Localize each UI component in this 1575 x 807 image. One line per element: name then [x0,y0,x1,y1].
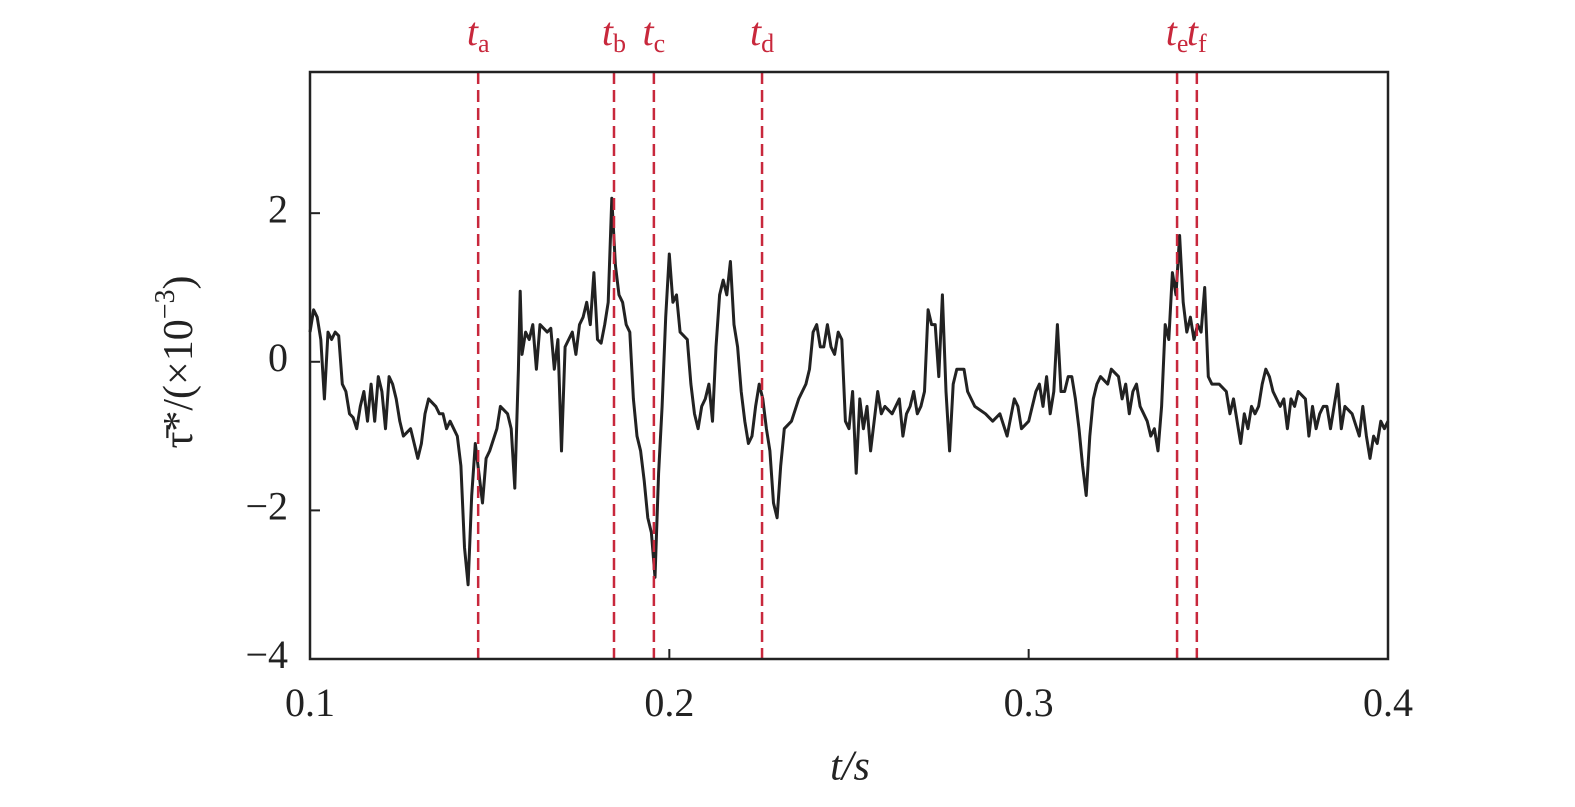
event-label-main: t [1166,9,1178,54]
y-label-exp: −3 [150,289,181,319]
event-label-main: t [643,9,655,54]
x-tick-label: 0.2 [644,680,694,725]
y-tick-label: −2 [245,484,288,529]
event-label-main: t [602,9,614,54]
y-tick-label: 0 [268,335,288,380]
event-label-sub: a [478,29,490,58]
event-label: td [750,9,774,58]
event-label-main: t [750,9,762,54]
data-line [308,196,1390,587]
event-label-main: t [1187,9,1199,54]
y-axis-label: τ̄*/(×10−3) [150,275,201,448]
event-label-main: t [467,9,479,54]
y-label-close: ) [156,275,202,289]
event-label-sub: b [613,29,626,58]
x-tick-label: 0.3 [1004,680,1054,725]
event-label-sub: e [1177,29,1189,58]
event-label: tf [1187,9,1207,58]
plot-frame [308,70,1390,661]
y-tick-label: 2 [268,186,288,231]
event-label-sub: d [761,29,774,58]
event-label-sub: f [1198,29,1207,58]
y-label-base: τ̄*/(×10 [156,319,202,448]
event-label: te [1166,9,1189,58]
y-tick-label: −4 [245,632,288,677]
event-label: tb [602,9,626,58]
event-label: tc [643,9,666,58]
event-label: ta [467,9,490,58]
event-label-sub: c [654,29,666,58]
x-tick-label: 0.1 [285,680,335,725]
x-axis-label: t/s [830,744,870,790]
x-tick-label: 0.4 [1363,680,1413,725]
